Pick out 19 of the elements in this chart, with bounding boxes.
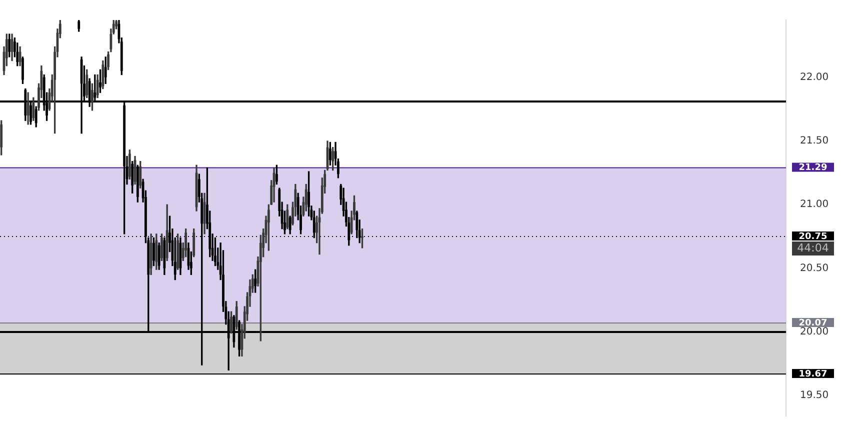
candlestick [152, 237, 155, 266]
y-tick-label: 19.50 [800, 390, 829, 402]
ref-line-label: 19.67 [798, 369, 828, 380]
candlestick [99, 69, 102, 93]
candlestick [230, 311, 232, 334]
y-tick-label: 21.50 [800, 136, 829, 147]
candlestick [308, 171, 310, 216]
candlestick [214, 237, 216, 266]
text: 44:04 [797, 241, 829, 254]
y-tick-label: 20.50 [800, 262, 829, 274]
ref-line-label: 20.75 [798, 232, 828, 242]
y-tick-label: 22.00 [800, 72, 829, 83]
ref-line-label: 20.07 [798, 318, 828, 328]
candlestick [276, 164, 278, 185]
ref-line-label: 21.29 [798, 163, 828, 174]
y-tick-label: 20.00 [800, 326, 829, 338]
y-tick-label: 21.00 [800, 199, 829, 210]
candlestick [91, 83, 94, 111]
candlestick [184, 228, 188, 258]
